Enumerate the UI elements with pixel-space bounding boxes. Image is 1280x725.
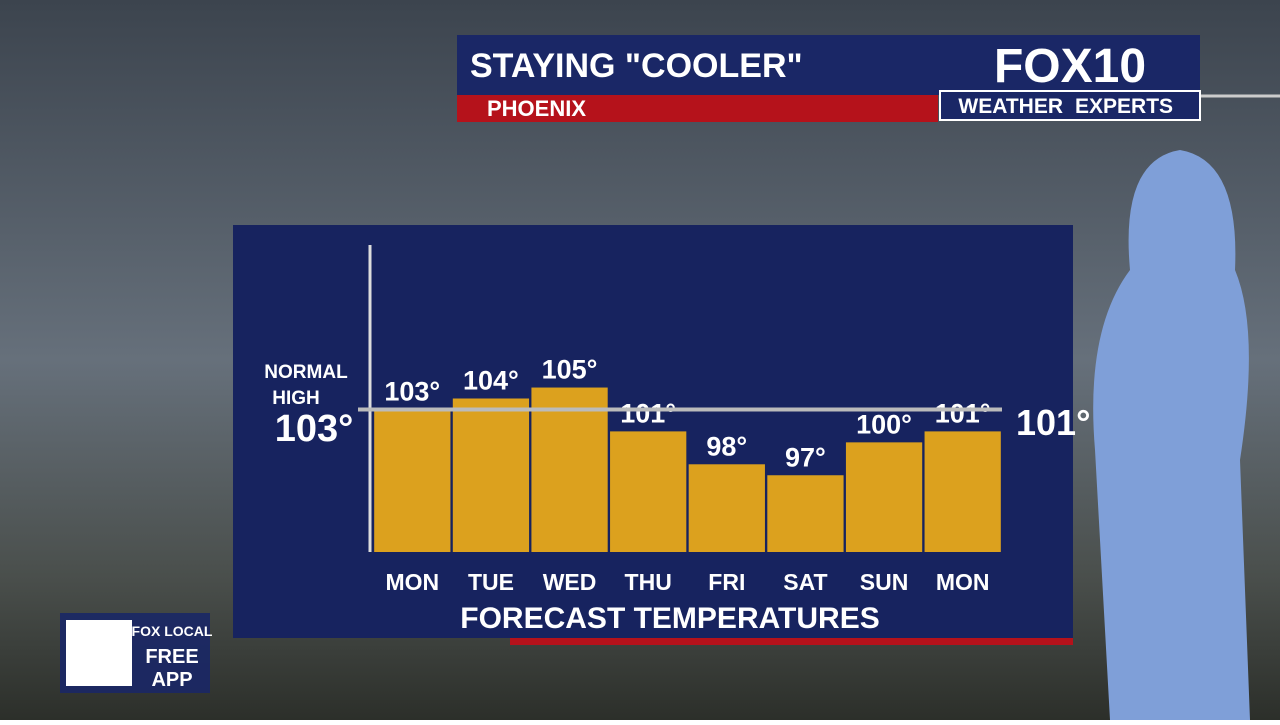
x-tick-label: MON (385, 569, 439, 595)
x-tick-label: SUN (860, 569, 909, 595)
value-label: 100° (856, 409, 912, 439)
bar (531, 387, 608, 552)
qr-code (66, 620, 132, 686)
logo-tag-box (939, 90, 1201, 121)
bar (374, 409, 451, 552)
header-box (457, 35, 938, 95)
bar (610, 431, 687, 552)
value-label: 101° (620, 398, 676, 428)
logo-box (938, 35, 1200, 95)
x-tick-label: MON (936, 569, 990, 595)
app-text: APP (151, 669, 192, 691)
x-tick-label: SAT (783, 569, 827, 595)
reference-value: 103° (275, 408, 354, 450)
bar (688, 464, 765, 552)
header-strip (457, 95, 938, 122)
logo-name: FOX10 (994, 40, 1146, 93)
reference-label: NORMAL (264, 362, 348, 383)
app-brand: FOX LOCAL (132, 623, 213, 639)
bar (767, 475, 844, 552)
chart-title: FORECAST TEMPERATURES (460, 602, 879, 635)
value-label: 105° (542, 355, 598, 385)
value-label: 98° (706, 431, 747, 461)
app-text: FREE (145, 646, 198, 668)
value-label: 104° (463, 366, 519, 396)
bar (845, 442, 923, 552)
bar (452, 398, 530, 552)
value-label: 101° (935, 398, 991, 428)
presenter (1093, 150, 1250, 720)
x-tick-label: FRI (708, 569, 745, 595)
side-label: 101° (1016, 402, 1090, 443)
logo-tag: EXPERTS (1075, 95, 1173, 118)
x-tick-label: TUE (468, 569, 514, 595)
value-label: 103° (384, 376, 440, 406)
reference-label: HIGH (272, 388, 320, 409)
bar (924, 431, 1001, 552)
header-location: PHOENIX (487, 96, 586, 121)
chart-underline (510, 638, 1073, 645)
logo-tag: WEATHER (958, 95, 1063, 118)
x-tick-label: THU (625, 569, 672, 595)
header-title: STAYING "COOLER" (470, 47, 803, 85)
value-label: 97° (785, 442, 826, 472)
x-tick-label: WED (543, 569, 597, 595)
